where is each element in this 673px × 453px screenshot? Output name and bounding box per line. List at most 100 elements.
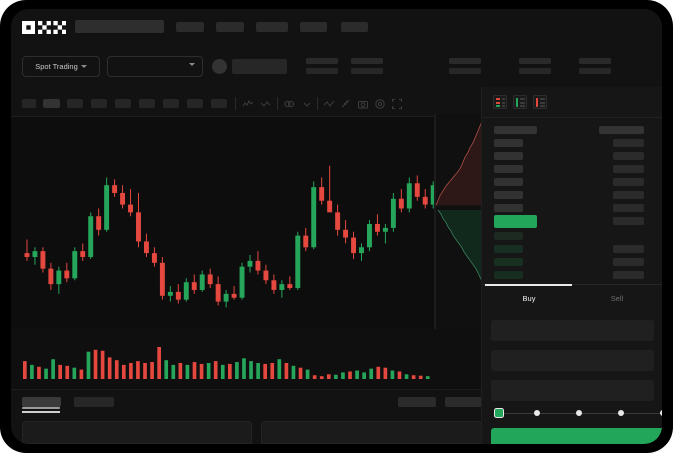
table-row[interactable] bbox=[494, 191, 523, 199]
slider-step-25[interactable] bbox=[534, 410, 540, 416]
table-row[interactable] bbox=[494, 258, 523, 266]
stat-24h-turnover bbox=[579, 58, 611, 74]
table-row[interactable] bbox=[494, 178, 523, 186]
market-type-label: Spot Trading bbox=[35, 62, 78, 71]
table-row[interactable] bbox=[494, 271, 523, 279]
candlestick-chart[interactable] bbox=[11, 117, 481, 329]
table-row bbox=[613, 191, 644, 199]
volume-histogram[interactable] bbox=[11, 329, 481, 389]
place-order-button[interactable] bbox=[491, 428, 662, 444]
nav-item-3[interactable] bbox=[256, 22, 288, 32]
measure-icon[interactable] bbox=[340, 98, 352, 110]
stat-24h-volume bbox=[519, 58, 551, 74]
dock-card-positions[interactable] bbox=[261, 421, 482, 444]
chart-tab-1[interactable] bbox=[22, 397, 61, 407]
tab-buy[interactable]: Buy bbox=[522, 294, 536, 303]
table-row bbox=[613, 152, 644, 160]
table-row bbox=[613, 204, 644, 212]
table-row bbox=[613, 271, 644, 279]
chart-tab-1-underline bbox=[22, 411, 60, 413]
toolbar-divider-3 bbox=[317, 97, 318, 110]
orderbook-header-price bbox=[494, 126, 537, 134]
table-row[interactable] bbox=[494, 245, 523, 253]
okx-logo[interactable] bbox=[22, 21, 66, 34]
table-row[interactable] bbox=[494, 232, 523, 240]
orderbook-mode-asks[interactable] bbox=[533, 95, 547, 109]
timeframe-1d[interactable] bbox=[163, 99, 179, 108]
chart-action-2[interactable] bbox=[445, 397, 483, 407]
indicators-icon[interactable] bbox=[242, 98, 254, 110]
table-row bbox=[613, 178, 644, 186]
last-price-display bbox=[232, 59, 287, 74]
camera-icon[interactable] bbox=[357, 98, 369, 110]
slider-handle[interactable] bbox=[494, 408, 504, 418]
nav-item-2[interactable] bbox=[216, 22, 244, 32]
nav-item-5[interactable] bbox=[341, 22, 368, 32]
chevron-down-icon bbox=[189, 63, 195, 66]
orderbook-mode-bids[interactable] bbox=[513, 95, 527, 109]
fullscreen-icon[interactable] bbox=[391, 98, 403, 110]
tab-buy-underline bbox=[485, 284, 572, 286]
table-row[interactable] bbox=[494, 152, 523, 160]
chart-toolbar bbox=[11, 95, 662, 117]
toolbar-divider-1 bbox=[235, 97, 236, 110]
orderbook-divider bbox=[482, 117, 662, 118]
nav-item-4[interactable] bbox=[300, 22, 327, 32]
order-amount-field[interactable] bbox=[491, 350, 654, 371]
orderbook-last-price-row bbox=[494, 215, 537, 228]
order-total-field[interactable] bbox=[491, 380, 654, 401]
slider-step-50[interactable] bbox=[576, 410, 582, 416]
table-row bbox=[613, 245, 644, 253]
market-type-selector[interactable]: Spot Trading bbox=[22, 56, 100, 77]
depth-chart-overlay[interactable] bbox=[434, 113, 488, 334]
timeframe-1w[interactable] bbox=[187, 99, 203, 108]
scroll-indicator[interactable] bbox=[22, 407, 60, 409]
target-icon[interactable] bbox=[374, 98, 386, 110]
coin-avatar bbox=[212, 59, 227, 74]
timeframe-1m[interactable] bbox=[22, 99, 36, 108]
table-row bbox=[613, 165, 644, 173]
table-row[interactable] bbox=[494, 165, 523, 173]
order-price-field[interactable] bbox=[491, 320, 654, 341]
table-row[interactable] bbox=[494, 139, 523, 147]
stat-24h-high bbox=[351, 58, 383, 74]
timeframe-1h[interactable] bbox=[115, 99, 131, 108]
tab-sell[interactable]: Sell bbox=[610, 294, 624, 303]
slider-step-75[interactable] bbox=[618, 410, 624, 416]
timeframe-4h[interactable] bbox=[139, 99, 155, 108]
timeframe-5m[interactable] bbox=[43, 99, 60, 108]
dock-card-open-orders[interactable] bbox=[22, 421, 252, 444]
nav-search-box[interactable] bbox=[75, 20, 164, 33]
table-row bbox=[613, 258, 644, 266]
chart-type-icon[interactable] bbox=[260, 98, 272, 110]
sub-nav: Spot Trading bbox=[11, 51, 662, 87]
pair-selector[interactable] bbox=[107, 56, 203, 77]
timeframe-more[interactable] bbox=[211, 99, 227, 108]
chart-bottom-tabs bbox=[11, 389, 483, 419]
timeframe-15m[interactable] bbox=[67, 99, 83, 108]
compare-icon[interactable] bbox=[283, 98, 295, 110]
table-row bbox=[613, 139, 644, 147]
bottom-dock bbox=[11, 419, 482, 444]
table-row bbox=[613, 217, 644, 225]
chart-action-1[interactable] bbox=[398, 397, 436, 407]
device-screen: Spot Trading bbox=[11, 9, 662, 444]
orderbook-mode-both[interactable] bbox=[493, 95, 507, 109]
stat-24h-change bbox=[306, 58, 338, 74]
settings-chevron-icon[interactable] bbox=[301, 98, 313, 110]
chevron-down-icon bbox=[80, 65, 87, 68]
stat-24h-low bbox=[449, 58, 481, 74]
toolbar-divider-2 bbox=[277, 97, 278, 110]
orderbook-header-amount bbox=[599, 126, 644, 134]
nav-item-1[interactable] bbox=[176, 22, 204, 32]
slider-step-100[interactable] bbox=[660, 410, 662, 416]
top-nav bbox=[11, 9, 662, 43]
timeframe-30m[interactable] bbox=[91, 99, 107, 108]
order-book-panel: Buy Sell bbox=[481, 87, 662, 444]
trade-panel-tabs: Buy Sell bbox=[482, 284, 662, 312]
chart-tab-2[interactable] bbox=[74, 397, 114, 407]
amount-percent-slider[interactable] bbox=[491, 407, 662, 419]
trend-line-icon[interactable] bbox=[323, 98, 335, 110]
table-row[interactable] bbox=[494, 204, 523, 212]
